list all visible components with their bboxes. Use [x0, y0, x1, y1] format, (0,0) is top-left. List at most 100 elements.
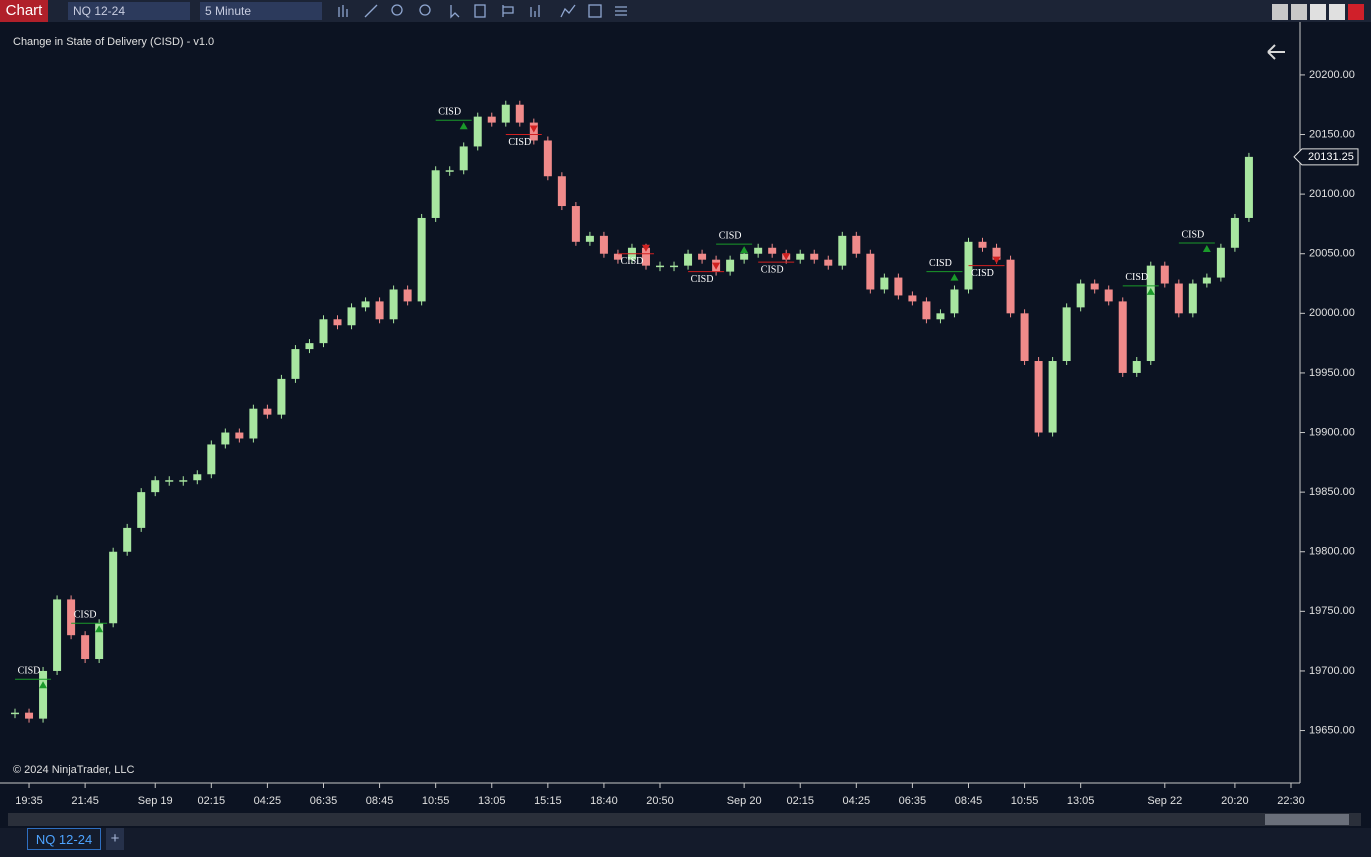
candle	[1146, 265, 1155, 362]
cisd-triangle	[992, 256, 1001, 264]
candle	[221, 432, 230, 445]
candle	[698, 253, 707, 260]
price-marker	[1293, 148, 1359, 166]
last-price-label: 20131.25	[1308, 151, 1354, 163]
x-tick-label: 10:55	[1011, 795, 1039, 807]
candle	[557, 176, 566, 207]
candle	[333, 319, 342, 326]
x-tick-label: 15:15	[534, 795, 562, 807]
cisd-triangle	[782, 253, 791, 261]
add-tab[interactable]: +	[106, 828, 124, 850]
instrument-select[interactable]: NQ 12-24	[68, 2, 190, 20]
copyright: © 2024 NinjaTrader, LLC	[13, 764, 134, 776]
candle	[473, 116, 482, 147]
candle	[950, 289, 959, 314]
candle	[1090, 283, 1099, 290]
x-tick-label: 20:20	[1221, 795, 1249, 807]
cisd-triangle	[1202, 244, 1211, 252]
x-tick-label: 04:25	[254, 795, 282, 807]
y-tick-label: 20200.00	[1309, 69, 1355, 81]
button[interactable]	[1272, 4, 1288, 20]
close-button[interactable]	[1348, 4, 1364, 20]
candle	[796, 253, 805, 260]
candle	[375, 301, 384, 320]
candle	[908, 295, 917, 302]
cisd-label: CISD	[1181, 229, 1204, 240]
x-tick-label: 06:35	[899, 795, 927, 807]
period-select[interactable]: 5 Minute	[200, 2, 322, 20]
y-tick-label: 19950.00	[1309, 367, 1355, 379]
candle	[768, 247, 777, 254]
cisd-label: CISD	[18, 666, 41, 677]
cisd-triangle	[459, 122, 468, 130]
candle	[235, 432, 244, 439]
candle	[25, 712, 34, 719]
candle	[53, 599, 62, 671]
cisd-triangle	[950, 273, 959, 281]
candle	[515, 104, 524, 123]
chart-button[interactable]: Chart	[0, 0, 48, 22]
candle	[347, 307, 356, 326]
candle	[361, 301, 370, 308]
x-tick-label: 02:15	[786, 795, 814, 807]
candle	[193, 474, 202, 481]
candle	[1104, 289, 1113, 302]
candle	[1062, 307, 1071, 362]
candle	[459, 146, 468, 171]
button[interactable]	[1291, 4, 1307, 20]
cisd-triangle	[95, 625, 104, 633]
cisd-triangle	[712, 262, 721, 270]
cisd-label: CISD	[719, 230, 742, 241]
cisd-triangle	[529, 125, 538, 133]
candle	[179, 480, 188, 482]
y-tick-label: 19700.00	[1309, 665, 1355, 677]
cisd-label: CISD	[691, 274, 714, 285]
x-tick-label: 08:45	[955, 795, 983, 807]
y-tick-label: 19850.00	[1309, 486, 1355, 498]
candle	[936, 313, 945, 320]
candle	[1244, 156, 1253, 218]
candle	[305, 343, 314, 350]
cisd-triangle	[740, 246, 749, 254]
cisd-label: CISD	[971, 268, 994, 279]
candle	[123, 527, 132, 552]
scrollbar[interactable]	[8, 813, 1361, 826]
candle	[810, 253, 819, 260]
candle	[431, 170, 440, 218]
candle	[852, 235, 861, 254]
y-tick-label: 20000.00	[1309, 307, 1355, 319]
candle	[978, 241, 987, 248]
candle	[684, 253, 693, 266]
y-tick-label: 20050.00	[1309, 248, 1355, 260]
cisd-label: CISD	[74, 610, 97, 621]
tab-bar: NQ 12-24 +	[0, 828, 1371, 857]
candle	[754, 247, 763, 254]
chart-background	[0, 22, 1371, 828]
button[interactable]	[1329, 4, 1345, 20]
x-tick-label: 21:45	[71, 795, 99, 807]
x-tick-label: 02:15	[198, 795, 226, 807]
cisd-triangle	[1146, 287, 1155, 295]
candle	[613, 253, 622, 260]
candle	[263, 408, 272, 415]
candle	[964, 241, 973, 290]
back-arrow[interactable]	[1267, 44, 1285, 60]
cisd-label: CISD	[508, 137, 531, 148]
candle	[1202, 277, 1211, 284]
button[interactable]	[1310, 4, 1326, 20]
scroll-thumb[interactable]	[1265, 814, 1349, 825]
x-tick-label: 08:45	[366, 795, 394, 807]
x-tick-label: 19:35	[15, 795, 43, 807]
x-tick-label: 13:05	[1067, 795, 1095, 807]
chart: Change in State of Delivery (CISD) - v1.…	[0, 22, 1371, 828]
candle	[81, 635, 90, 660]
tab[interactable]: NQ 12-24	[27, 828, 101, 850]
x-tick-label: Sep 22	[1147, 795, 1182, 807]
candle	[291, 349, 300, 379]
candle	[1006, 259, 1015, 314]
candle	[824, 259, 833, 266]
candle	[543, 140, 552, 177]
x-tick-label: 04:25	[843, 795, 871, 807]
indicator-title: Change in State of Delivery (CISD) - v1.…	[13, 36, 214, 48]
